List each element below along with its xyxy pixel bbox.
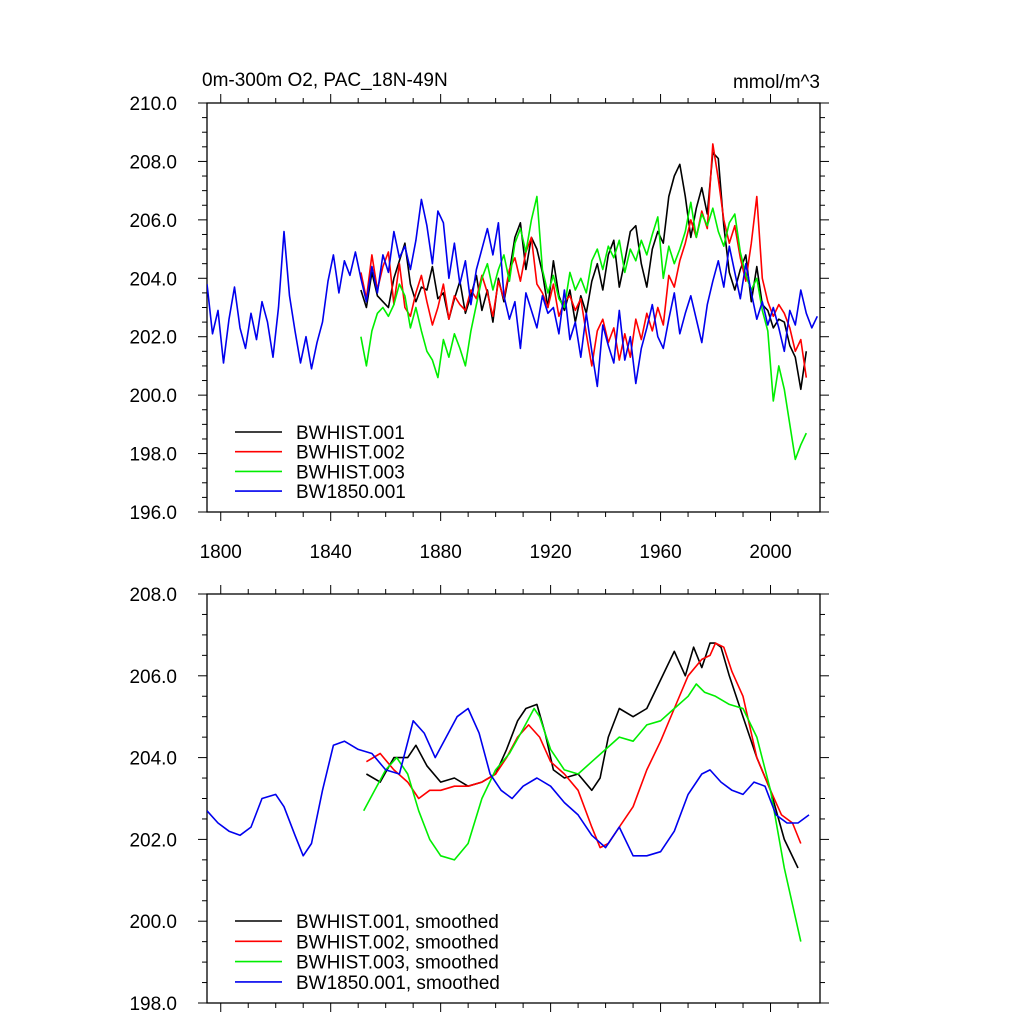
legend-label: BWHIST.001 [296, 423, 405, 444]
y-tick-label: 208.0 [129, 585, 177, 606]
series-line-3 [362, 683, 802, 942]
y-tick-label: 206.0 [129, 667, 177, 688]
x-tick-label: 1840 [310, 542, 352, 563]
legend-label: BWHIST.002 [296, 443, 405, 464]
legend-label: BW1850.001, smoothed [296, 973, 500, 994]
series-line-3 [360, 195, 808, 461]
x-tick-label: 2000 [749, 542, 791, 563]
y-tick-label: 204.0 [129, 749, 177, 770]
y-tick-label: 202.0 [129, 830, 177, 851]
legend-label: BWHIST.002, smoothed [296, 932, 499, 953]
x-tick-label: 1920 [529, 542, 571, 563]
chart-panel-1: 1800 1840 1880 1920 1960 2000 196.0 198.0 200.0 2… [129, 94, 829, 563]
legend-label: BWHIST.001, smoothed [296, 912, 499, 933]
chart-panel-2: 198.0 200.0 202.0 204.0 206.0 208.0 BWHIST.001… [129, 585, 829, 1015]
y-tick-label: 196.0 [129, 503, 177, 524]
y-tick-label: 210.0 [129, 94, 177, 115]
y-tick-label: 198.0 [129, 445, 177, 466]
series-line-4 [207, 198, 819, 388]
series-line-2 [360, 143, 808, 378]
legend-label: BWHIST.003, smoothed [296, 953, 499, 974]
x-tick-label: 1800 [200, 542, 242, 563]
chart-title: 0m-300m O2, PAC_18N-49N [202, 70, 448, 91]
y-tick-label: 198.0 [129, 994, 177, 1015]
series-line-1 [360, 151, 808, 391]
y-tick-label: 202.0 [129, 328, 177, 349]
y-tick-label: 200.0 [129, 386, 177, 407]
y-tick-label: 206.0 [129, 211, 177, 232]
x-tick-label: 1880 [420, 542, 462, 563]
x-tick-label: 1960 [639, 542, 681, 563]
chart-units-label: mmol/m^3 [733, 72, 820, 93]
series-line-2 [365, 642, 802, 849]
legend-label: BWHIST.003 [296, 462, 405, 483]
y-tick-label: 204.0 [129, 269, 177, 290]
y-tick-label: 200.0 [129, 912, 177, 933]
legend-label: BW1850.001 [296, 482, 406, 503]
series-line-1 [365, 642, 799, 869]
y-tick-label: 208.0 [129, 152, 177, 173]
series-line-4 [207, 707, 810, 857]
